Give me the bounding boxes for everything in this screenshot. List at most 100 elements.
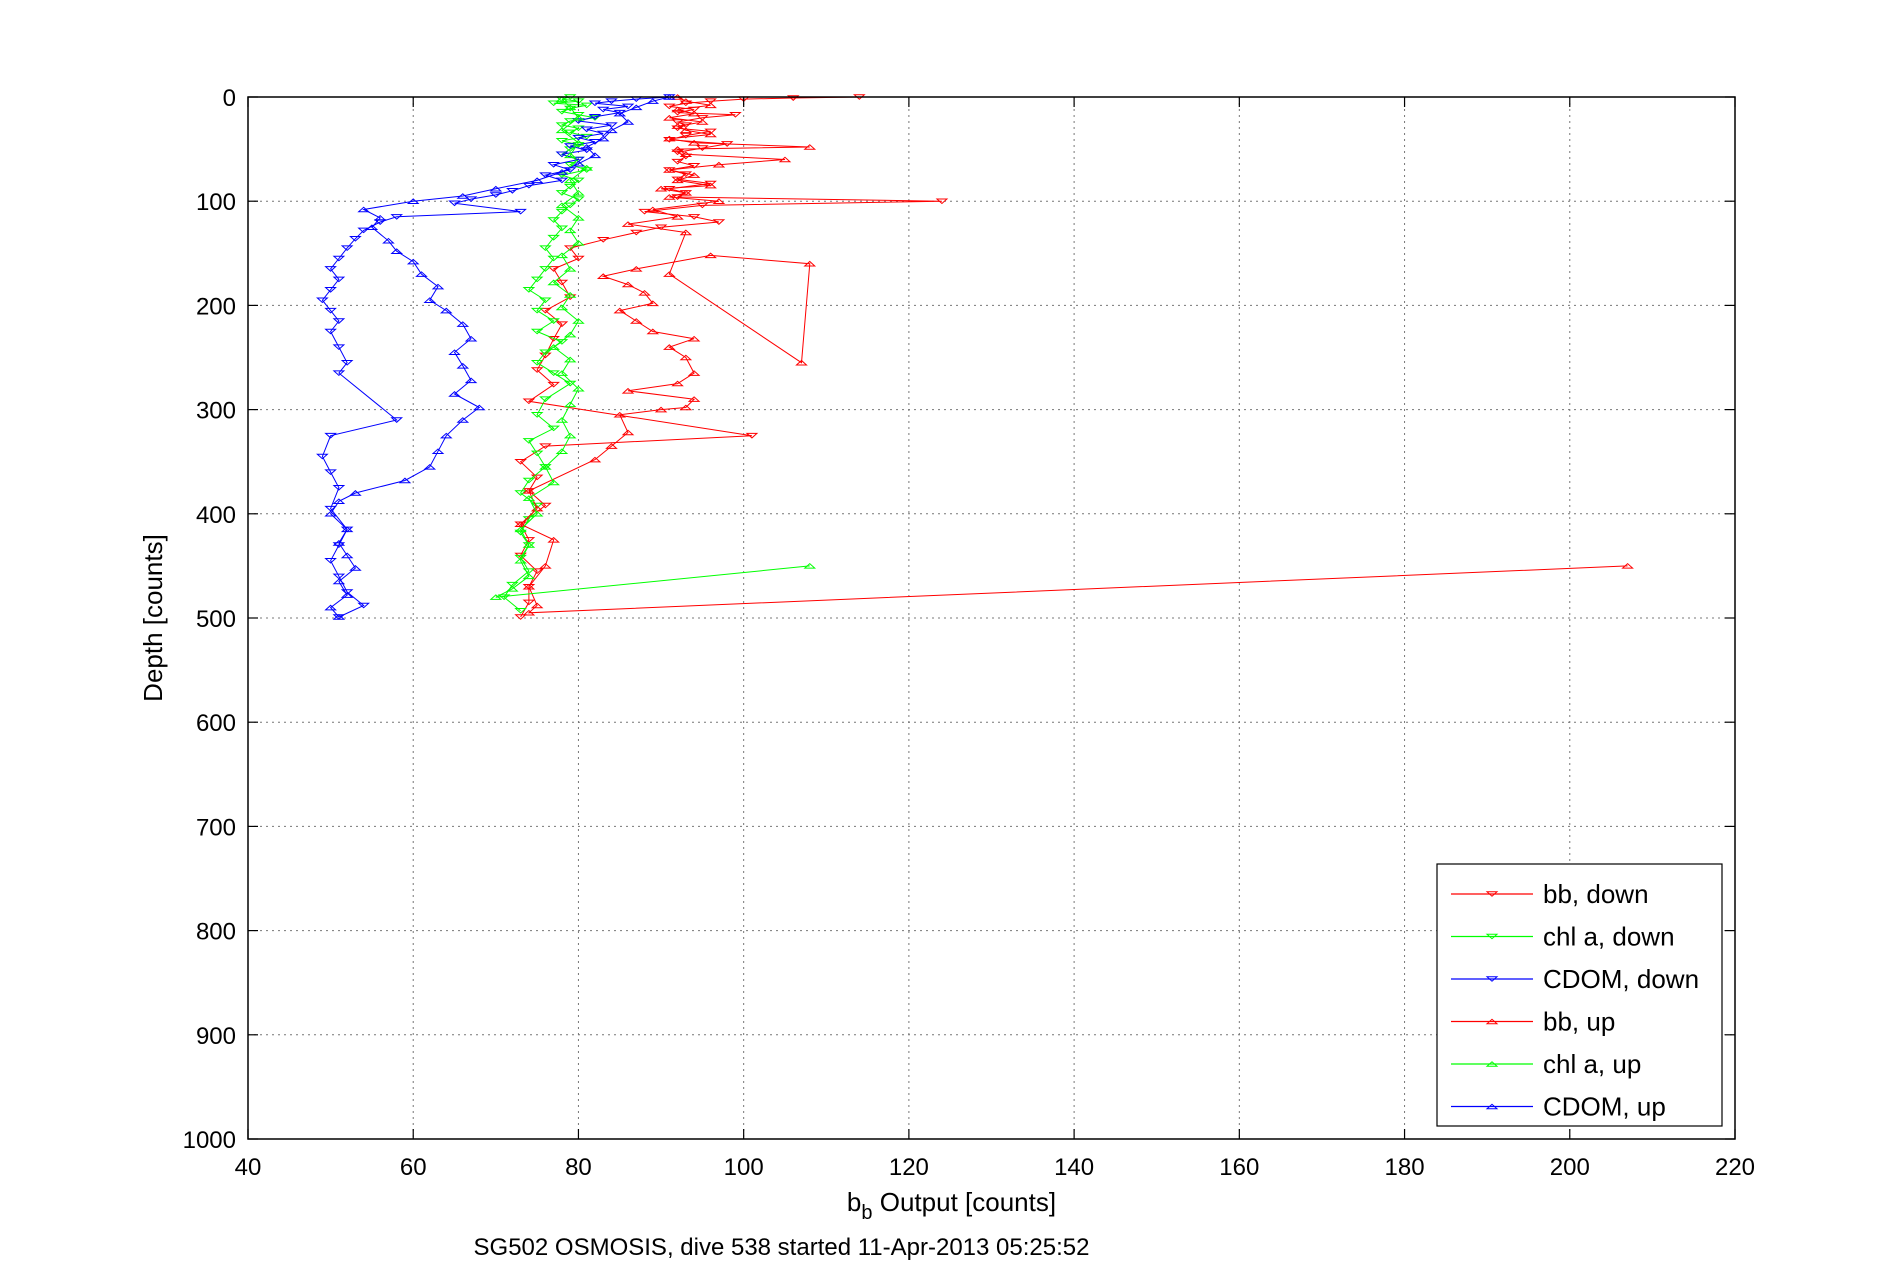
data-point <box>539 172 552 179</box>
legend-swatch-marker <box>1485 933 1499 940</box>
data-point <box>431 448 445 455</box>
data-point <box>539 443 552 449</box>
data-point <box>687 163 701 169</box>
data-point <box>671 109 684 116</box>
data-point <box>687 214 701 220</box>
data-point <box>646 206 660 213</box>
data-point <box>324 432 337 439</box>
data-point <box>563 161 577 168</box>
y-tick-label: 100 <box>196 189 236 216</box>
data-point <box>588 100 602 107</box>
data-point <box>663 103 676 110</box>
data-point <box>332 370 346 377</box>
data-point <box>671 158 684 165</box>
data-point <box>332 485 346 491</box>
data-point <box>390 248 404 254</box>
data-point <box>555 172 569 179</box>
data-point <box>663 136 676 143</box>
data-point <box>712 161 726 168</box>
data-point <box>687 396 701 402</box>
data-point <box>530 502 544 509</box>
data-point <box>357 227 370 234</box>
data-point <box>629 229 643 236</box>
data-point <box>522 573 536 580</box>
legend-item: chl a, down <box>1451 922 1675 952</box>
data-point <box>439 307 453 314</box>
data-point <box>332 573 346 580</box>
data-point <box>332 255 346 262</box>
data-point <box>654 185 668 192</box>
data-point <box>803 144 817 150</box>
x-tick-label: 220 <box>1715 1154 1755 1181</box>
x-axis-label: bb Output [counts] <box>847 1187 1056 1224</box>
data-point <box>671 106 684 113</box>
x-tick-label: 120 <box>889 1154 929 1181</box>
data-point <box>704 102 717 109</box>
data-point <box>547 161 560 168</box>
data-point <box>547 100 560 107</box>
legend-swatch-marker <box>1485 1061 1499 1067</box>
y-tick-label: 900 <box>196 1023 236 1050</box>
data-point <box>324 469 337 476</box>
y-tick-label: 1000 <box>183 1127 236 1154</box>
series-3 <box>316 94 676 620</box>
data-point <box>324 307 337 314</box>
data-point <box>539 502 552 509</box>
data-point <box>555 190 569 196</box>
data-point <box>555 208 569 215</box>
data-point <box>605 122 618 129</box>
data-point <box>572 139 585 146</box>
data-point <box>563 266 577 272</box>
data-point <box>448 200 461 207</box>
data-point <box>539 396 552 403</box>
data-point <box>522 599 536 606</box>
data-point <box>547 234 560 241</box>
data-point <box>563 152 577 159</box>
data-point <box>596 135 610 142</box>
data-point <box>596 237 610 243</box>
data-point <box>580 164 594 171</box>
data-point <box>522 542 536 548</box>
data-point <box>679 404 693 411</box>
data-point <box>522 609 536 616</box>
data-point <box>547 381 560 388</box>
data-point <box>671 146 684 152</box>
data-point <box>340 359 354 366</box>
data-point <box>596 106 610 113</box>
data-point <box>563 356 577 363</box>
data-point <box>530 450 544 457</box>
series-6 <box>324 94 676 620</box>
data-point <box>324 266 337 272</box>
data-point <box>621 119 635 125</box>
y-axis-label: Depth [counts] <box>138 534 168 702</box>
axes: 40 60 80 100 120 140 160 180 200 220 0 100 200 300 400… <box>183 85 1755 1181</box>
series-5 <box>489 96 817 600</box>
data-point <box>340 552 354 559</box>
legend: bb, down chl a, down CDOM, down bb, up chl a… <box>1436 863 1723 1127</box>
x-tick-label: 200 <box>1550 1154 1590 1181</box>
data-point <box>382 237 395 244</box>
data-point <box>539 463 552 470</box>
data-point <box>687 335 701 342</box>
data-point <box>671 149 684 156</box>
data-point <box>539 307 552 314</box>
legend-label: CDOM, up <box>1543 1092 1666 1122</box>
data-point <box>406 198 420 204</box>
data-point <box>547 425 560 432</box>
data-point <box>514 607 527 614</box>
y-tick-label: 700 <box>196 814 236 841</box>
data-point <box>332 276 346 283</box>
data-point <box>712 198 726 204</box>
data-point <box>555 321 569 328</box>
data-point <box>621 103 635 110</box>
data-point <box>514 490 527 496</box>
data-point <box>332 498 346 505</box>
data-point <box>638 289 651 296</box>
data-point <box>596 273 610 279</box>
data-point <box>563 183 577 190</box>
data-point <box>456 417 470 423</box>
data-point <box>530 602 544 609</box>
legend-label: bb, up <box>1543 1007 1615 1037</box>
data-point <box>671 123 684 129</box>
data-point <box>530 359 544 366</box>
